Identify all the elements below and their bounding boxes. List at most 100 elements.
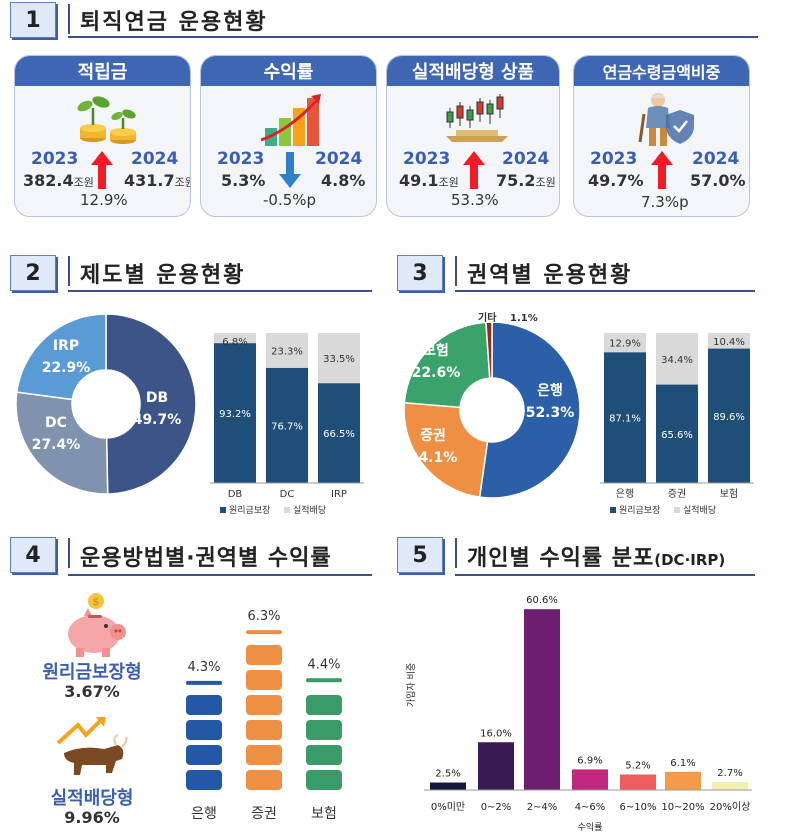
sector-stack-bar-guar-0 [604, 352, 646, 483]
distribution-label-0: 2.5% [435, 769, 460, 780]
system-donut-label-0: DB [146, 390, 168, 406]
kpi-performance-value-2023: 49.1조원 [399, 171, 459, 190]
distribution-ylabel: 가입자 비중 [405, 663, 417, 707]
performance-based-return: 9.96% [64, 808, 120, 827]
section-2-title: 제도별 운용현황 [80, 263, 246, 288]
sector-return-label-2: 4.4% [307, 657, 340, 672]
section-5-title: 개인별 수익률 분포(DC·IRP) [467, 540, 725, 572]
coin-plant-icon [77, 96, 136, 144]
system-stack-label-guar-1: 76.7% [271, 421, 303, 432]
sector-return-bar-0-seg-2 [186, 720, 222, 740]
sector-stack-bar-perf-1 [656, 333, 698, 385]
distribution-label-6: 2.7% [717, 768, 742, 779]
sector-stack-bar-perf-0 [604, 333, 646, 353]
sector-return-bar-2-seg-3 [306, 695, 342, 715]
system-donut-value-1: 27.4% [32, 437, 81, 453]
arrow-up-icon [91, 151, 113, 189]
sector-return-bar-1-cap [246, 630, 282, 635]
distribution-tick-5: 10~20% [661, 802, 704, 813]
sector-stack-legend-label-0: 원리금보장 [619, 505, 660, 516]
kpi-annuity-value-2023: 49.7% [588, 171, 644, 190]
sector-return-label-0: 4.3% [187, 660, 220, 675]
section-4-underline [68, 574, 372, 576]
sector-return-bar-1-seg-3 [246, 695, 282, 715]
arrow-down-icon [279, 152, 301, 188]
principal-guaranteed-return: 3.67% [64, 682, 120, 701]
system-stack-label-perf-2: 33.5% [323, 354, 355, 365]
system-stack-bar-perf-2 [318, 333, 360, 384]
sector-stack-label-guar-1: 65.6% [661, 430, 693, 441]
kpi-assets-change: 12.9% [80, 191, 128, 209]
kpi-return-change: -0.5%p [263, 191, 317, 209]
return-distribution-chart: 2.5% 0%미만 16.0% 0~2% 60.6% 2~4% 6.9% 4~6% 5.2% 6~… [405, 595, 752, 833]
sector-return-bar-1-seg-1 [246, 745, 282, 765]
system-stack-label-guar-2: 66.5% [323, 429, 355, 440]
sector-return-bar-2-cap [306, 678, 342, 683]
section-3-divider [455, 256, 457, 286]
system-stack-tick-0: DB [228, 489, 243, 500]
sector-donut-chart: 은행 52.3% 증권 24.1% 보험 22.6% 기타 1.1% [403, 311, 581, 499]
kpi-return-year-2024: 2024 [315, 149, 363, 169]
system-donut-slice-1 [15, 391, 109, 495]
section-1-underline [68, 36, 758, 38]
elder-shield-icon [638, 93, 694, 146]
kpi-annuity-value-2024: 57.0% [690, 171, 746, 190]
section-5-title-note: (DC·IRP) [654, 551, 726, 569]
section-4-title: 운용방법별·권역별 수익률 [80, 546, 332, 571]
sector-stack-label-guar-0: 87.1% [609, 414, 641, 425]
system-donut-slice-0 [105, 313, 197, 495]
kpi-card-annuity-title: 연금수령금액비중 [574, 56, 749, 86]
kpi-performance-year-2024: 2024 [502, 149, 550, 169]
sector-stack-bar-perf-2 [708, 333, 750, 349]
sector-stack-label-perf-0: 12.9% [609, 339, 641, 350]
kpi-card-annuity: 연금수령금액비중 2023 2024 49.7% 57.0% 7.3%p [573, 55, 750, 217]
section-1-number: 1 [10, 2, 56, 38]
sector-stack-label-guar-2: 89.6% [713, 412, 745, 423]
system-stacked-bar-chart: 6.8% 93.2% DB 23.3% 76.7% DC 33.5% 66.5% IRP 원리금보… [210, 333, 364, 516]
arrow-up-icon [651, 151, 673, 189]
kpi-assets-value-2024: 431.7조원 [124, 171, 190, 190]
sector-return-bar-1-seg-2 [246, 720, 282, 740]
performance-based-label: 실적배당형 [50, 788, 134, 809]
system-donut-value-2: 22.9% [42, 360, 91, 376]
distribution-tick-2: 2~4% [527, 802, 558, 813]
system-stack-bar-guar-1 [266, 367, 308, 483]
section-3-title: 권역별 운용현황 [467, 263, 633, 288]
kpi-performance-year-2023: 2023 [403, 149, 451, 169]
sector-return-bar-1-seg-0 [246, 770, 282, 790]
section-4-number: 4 [10, 537, 56, 573]
kpi-assets-year-2024: 2024 [131, 149, 179, 169]
sector-stack-legend-label-1: 실적배당 [683, 504, 716, 516]
system-stack-legend-label-1: 실적배당 [293, 504, 326, 516]
distribution-label-5: 6.1% [670, 758, 695, 769]
sector-stack-label-perf-2: 10.4% [713, 337, 745, 348]
system-stack-bar-guar-2 [318, 383, 360, 483]
kpi-performance-value-2024-num: 75.2 [496, 171, 536, 190]
sector-stack-tick-0: 은행 [616, 488, 634, 500]
sector-return-bar-0-seg-1 [186, 745, 222, 765]
system-donut-chart: DB 49.7% DC 27.4% IRP 22.9% [15, 313, 197, 495]
kpi-performance-change: 53.3% [451, 191, 499, 209]
system-donut-label-1: DC [45, 415, 67, 431]
section-2-number: 2 [10, 255, 56, 291]
system-stack-label-perf-1: 23.3% [271, 346, 303, 357]
section-5-number: 5 [397, 537, 443, 573]
sector-donut-slice-0 [478, 321, 581, 499]
system-donut-label-2: IRP [53, 338, 79, 354]
section-2-divider [68, 256, 70, 286]
kpi-return-value-2023: 5.3% [221, 171, 266, 190]
sector-stack-label-perf-1: 34.4% [661, 355, 693, 366]
distribution-tick-4: 6~10% [620, 802, 657, 813]
sector-stack-bar-guar-1 [656, 384, 698, 483]
sector-return-tick-0: 은행 [191, 806, 217, 822]
kpi-annuity-change: 7.3%p [641, 193, 689, 211]
sector-donut-label-3: 기타 [478, 311, 497, 324]
svg-text:$: $ [93, 597, 99, 608]
sector-return-bar-2-seg-1 [306, 745, 342, 765]
section-5-underline [455, 574, 755, 576]
system-stack-legend-swatch-0 [220, 507, 226, 513]
kpi-card-assets-title: 적립금 [15, 56, 190, 86]
sector-return-tick-2: 보험 [311, 806, 337, 822]
section-5-title-text: 개인별 수익률 분포 [467, 546, 655, 571]
sector-return-tick-1: 증권 [251, 806, 277, 822]
